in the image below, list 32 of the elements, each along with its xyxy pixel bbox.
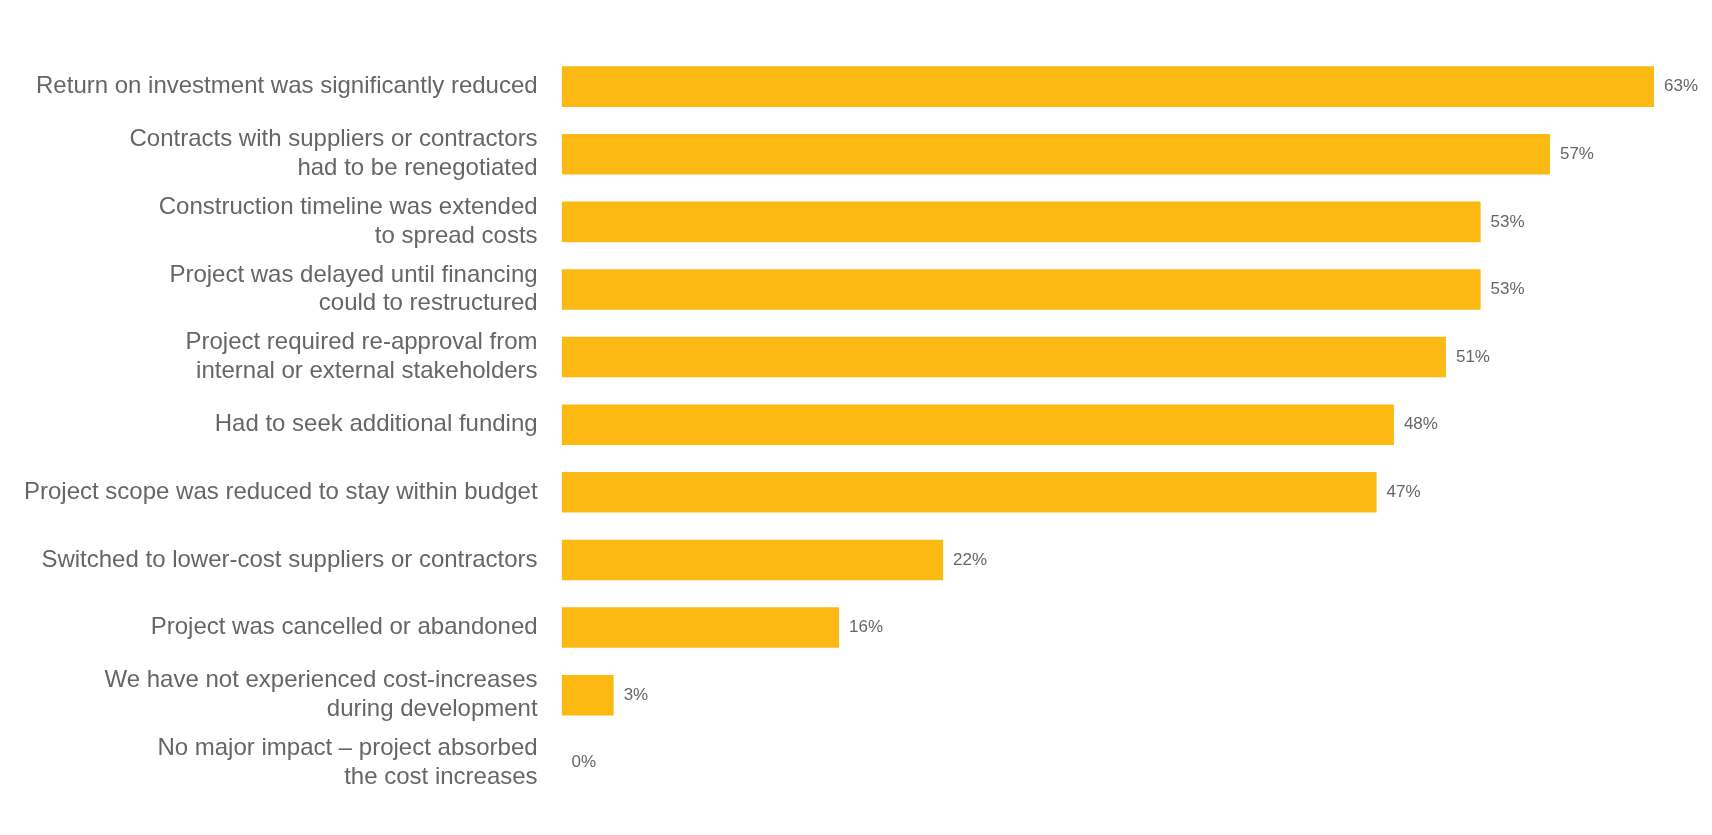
y-tick-label: Project required re-approval from internal or external stakeholders <box>185 327 538 384</box>
data-label: 51% <box>1455 346 1490 366</box>
y-tick-label: Construction timeline was extended to spread costs <box>158 192 538 248</box>
bar <box>561 674 614 716</box>
bar <box>561 201 1481 243</box>
y-tick-label: Project was cancelled or abandoned <box>150 612 538 640</box>
data-label: 48% <box>1403 414 1438 434</box>
y-tick-label: Contracts with suppliers or contractors had to be renegotiated <box>129 124 538 181</box>
bar <box>561 269 1481 310</box>
bar <box>561 607 840 648</box>
data-label: 53% <box>1490 211 1525 231</box>
y-tick-label: No major impact – project absorbed the cost increases <box>157 733 538 789</box>
bar <box>561 404 1394 445</box>
y-tick-label: Project was delayed until financing could to restructured <box>169 259 538 316</box>
y-tick-label: Switched to lower-cost suppliers or contractors <box>41 544 538 572</box>
y-tick-label: Had to seek additional funding <box>214 409 538 437</box>
bar <box>561 472 1377 513</box>
data-label: 53% <box>1490 279 1525 299</box>
y-tick-label: Project scope was reduced to stay within budget <box>24 476 538 504</box>
bar <box>561 336 1446 378</box>
y-tick-label: We have not experienced cost-increases during development <box>104 665 538 722</box>
y-tick-label: Return on investment was significantly reduced <box>36 71 538 99</box>
bar <box>561 133 1550 175</box>
data-label: 16% <box>849 617 884 637</box>
bar <box>561 66 1654 107</box>
data-label: 57% <box>1559 143 1594 163</box>
data-label: 0% <box>571 752 597 772</box>
data-label: 22% <box>953 549 988 569</box>
data-label: 63% <box>1664 76 1699 96</box>
bar <box>561 539 944 581</box>
data-label: 3% <box>623 684 649 704</box>
data-label: 47% <box>1386 482 1421 502</box>
